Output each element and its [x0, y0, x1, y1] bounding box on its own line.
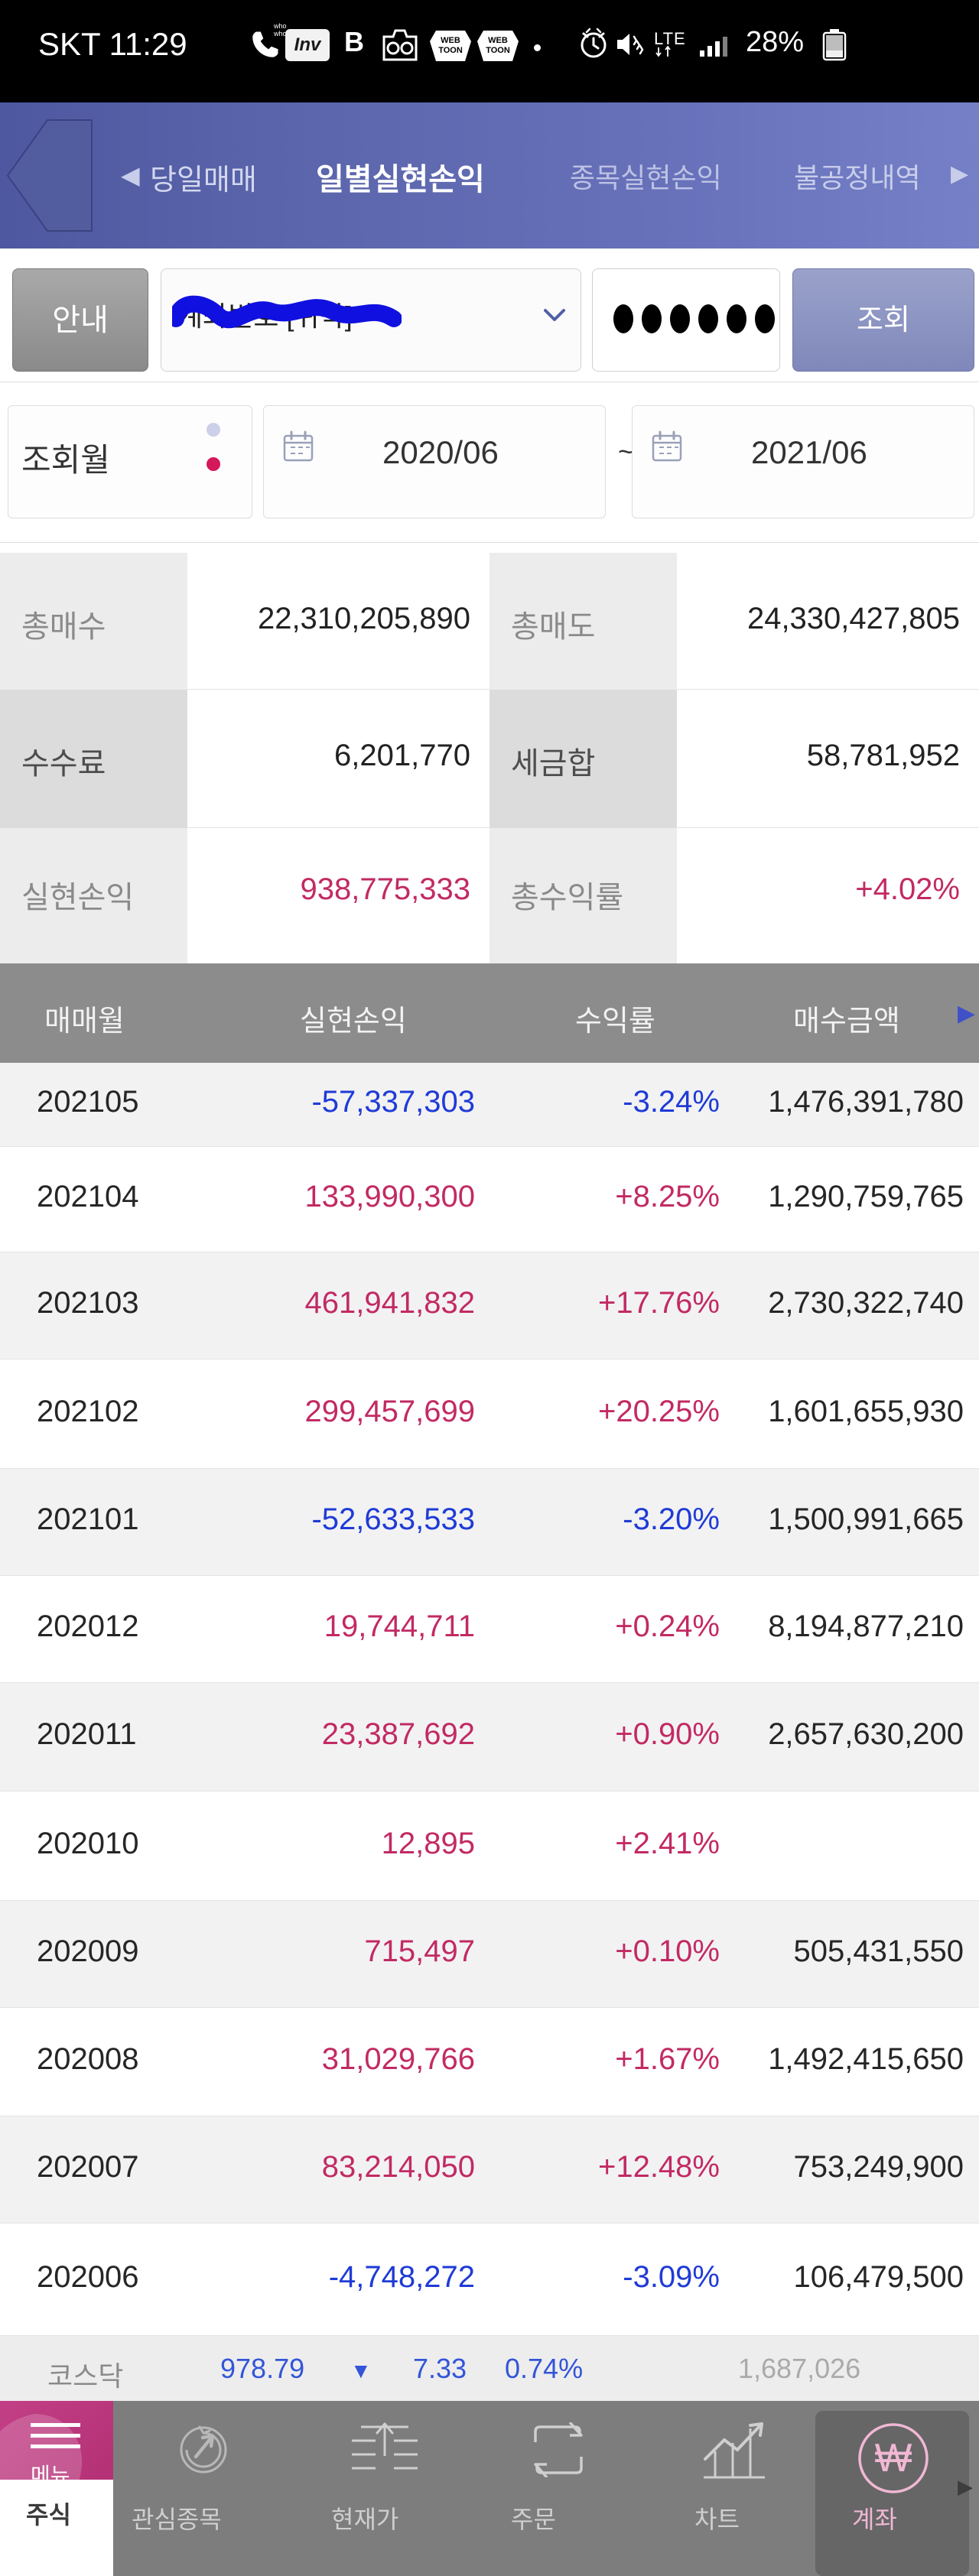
svg-text:WEB: WEB	[441, 36, 460, 45]
svg-text:WEB: WEB	[488, 36, 508, 45]
svg-text:₩: ₩	[874, 2436, 912, 2480]
svg-text:TOON: TOON	[438, 46, 463, 55]
svg-text:who: who	[274, 22, 287, 30]
svg-text:TOON: TOON	[486, 46, 510, 55]
